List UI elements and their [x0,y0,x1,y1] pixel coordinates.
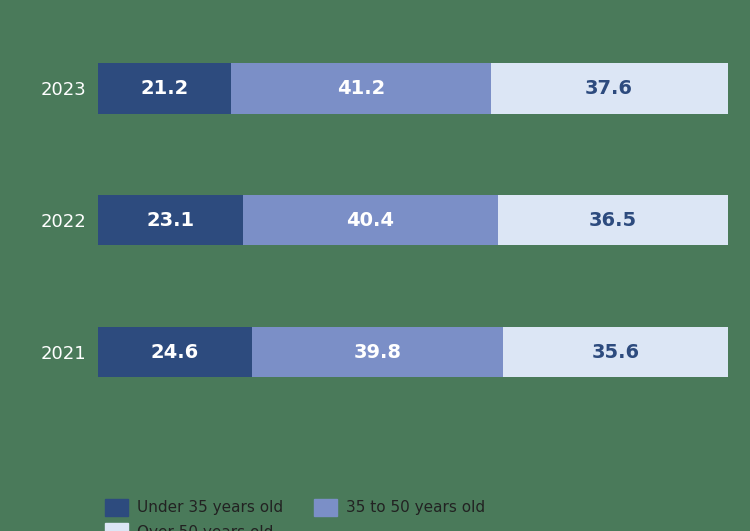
Bar [98,327,253,378]
Text: 41.2: 41.2 [337,79,385,98]
Bar [503,327,728,378]
Bar [231,63,490,114]
Bar [490,63,728,114]
Legend: Under 35 years old, Over 50 years old, 35 to 50 years old: Under 35 years old, Over 50 years old, 3… [105,499,485,531]
Text: 23.1: 23.1 [146,211,194,230]
Text: 39.8: 39.8 [354,342,402,362]
Bar [497,195,728,245]
Text: 36.5: 36.5 [589,211,637,230]
Text: 40.4: 40.4 [346,211,394,230]
Text: 35.6: 35.6 [591,342,640,362]
Bar [243,195,497,245]
Text: 24.6: 24.6 [151,342,199,362]
Text: 21.2: 21.2 [140,79,188,98]
Bar [98,63,231,114]
Bar [253,327,503,378]
Bar [98,195,243,245]
Text: 37.6: 37.6 [585,79,633,98]
